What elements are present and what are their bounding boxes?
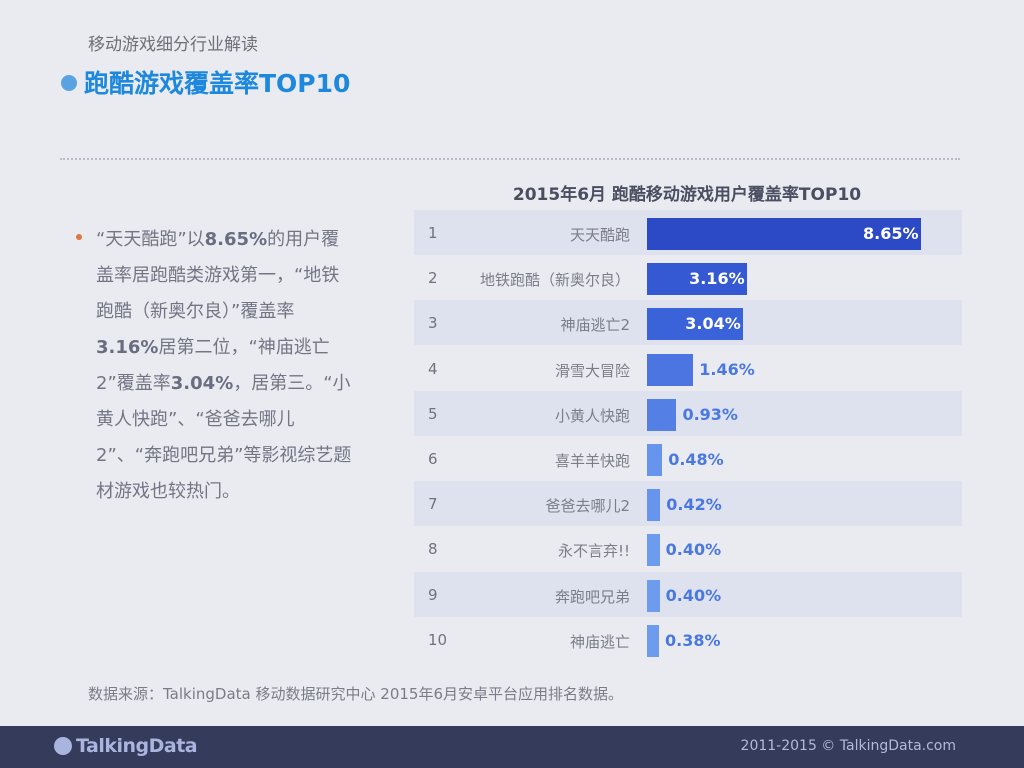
rank-label: 6 [428, 450, 438, 468]
bar [647, 308, 744, 341]
chart-row: 6 喜羊羊快跑 0.48% [414, 436, 962, 481]
rank-label: 4 [428, 359, 438, 378]
category-label: 爸爸去哪儿2 [545, 497, 630, 516]
bar [647, 218, 921, 250]
data-label: 3.16% [689, 269, 745, 289]
chart-row: 5 小黄人快跑 0.93% [414, 390, 962, 436]
bar [647, 398, 677, 431]
chart-row: 3 神庙逃亡2 3.04% [414, 300, 962, 346]
data-source-note: 数据来源：TalkingData 移动数据研究中心 2015年6月安卓平台应用排… [88, 685, 623, 703]
summary-text: “天天酷跑”以8.65%的用户覆盖率居跑酷类游戏第一，“地铁跑酷（新奥尔良）”覆… [96, 222, 354, 510]
rank-label: 5 [428, 404, 438, 423]
text-part: 居第二位，“神庙逃亡2”覆盖率 [96, 337, 330, 394]
category-label: 喜羊羊快跑 [554, 452, 630, 470]
text-highlight: 3.16% [96, 337, 159, 358]
chart-row: 4 滑雪大冒险 1.46% [414, 346, 962, 391]
logo-text: TalkingData [76, 735, 198, 757]
rank-label: 8 [428, 540, 438, 559]
text-part: “天天酷跑”以 [96, 229, 205, 250]
category-label: 天天酷跑 [569, 226, 630, 244]
dotted-divider [60, 158, 960, 160]
data-label: 0.48% [668, 450, 724, 469]
rank-label: 7 [428, 495, 438, 514]
bar [647, 444, 663, 476]
data-label: 0.40% [665, 585, 722, 605]
chart-row: 2 地铁跑酷（新奥尔良） 3.16% [414, 255, 962, 300]
data-label: 0.38% [665, 630, 721, 650]
bar [647, 353, 694, 386]
rank-label: 1 [428, 224, 438, 242]
text-part: ，居第三。“小黄人快跑”、“爸爸去哪儿2”、“奔跑吧兄弟”等影视综艺题材游戏也较… [96, 373, 352, 502]
data-label: 0.42% [666, 495, 722, 515]
chart-row: 9 奔跑吧兄弟 0.40% [414, 571, 962, 617]
category-label: 神庙逃亡2 [560, 316, 630, 335]
text-highlight: 3.04% [170, 373, 234, 394]
chart-row: 8 永不言弃!! 0.40% [414, 526, 962, 571]
data-label: 3.04% [685, 314, 741, 334]
section-subtitle: 移动游戏细分行业解读 [88, 35, 258, 55]
title-bullet-icon [61, 75, 77, 91]
copyright: 2011-2015 © TalkingData.com [740, 738, 956, 754]
logo-icon [54, 737, 72, 755]
chart-row: 7 爸爸去哪儿2 0.42% [414, 481, 962, 527]
data-label: 0.40% [665, 540, 722, 560]
bar [647, 489, 661, 522]
data-label: 0.93% [682, 404, 738, 424]
rank-label: 2 [428, 269, 438, 288]
bar [647, 534, 660, 567]
chart-row: 10 神庙逃亡 0.38% [414, 617, 962, 662]
category-label: 小黄人快跑 [554, 406, 630, 425]
bullet-icon [76, 234, 82, 240]
bar [647, 263, 748, 296]
text-part: 的用户覆盖率居跑酷类游戏第一，“地铁跑酷（新奥尔良）”覆盖率 [96, 229, 340, 322]
chart-title: 2015年6月 跑酷移动游戏用户覆盖率TOP10 [512, 185, 862, 205]
chart-row: 1 天天酷跑 8.65% [414, 210, 962, 255]
page-title: 跑酷游戏覆盖率TOP10 [84, 69, 351, 98]
rank-label: 3 [428, 314, 438, 333]
category-label: 神庙逃亡 [569, 632, 630, 651]
category-label: 永不言弃!! [557, 542, 630, 561]
bar [647, 624, 660, 657]
data-label: 8.65% [863, 224, 919, 243]
footer-bar: TalkingData 2011-2015 © TalkingData.com [0, 726, 1024, 768]
category-label: 滑雪大冒险 [554, 361, 630, 380]
text-highlight: 8.65% [204, 229, 268, 250]
category-label: 奔跑吧兄弟 [554, 587, 630, 606]
bar [647, 579, 660, 612]
talkingdata-logo: TalkingData [54, 735, 198, 757]
rank-label: 10 [428, 630, 448, 649]
rank-label: 9 [428, 585, 438, 604]
data-label: 1.46% [699, 359, 755, 379]
category-label: 地铁跑酷（新奥尔良） [479, 271, 630, 290]
